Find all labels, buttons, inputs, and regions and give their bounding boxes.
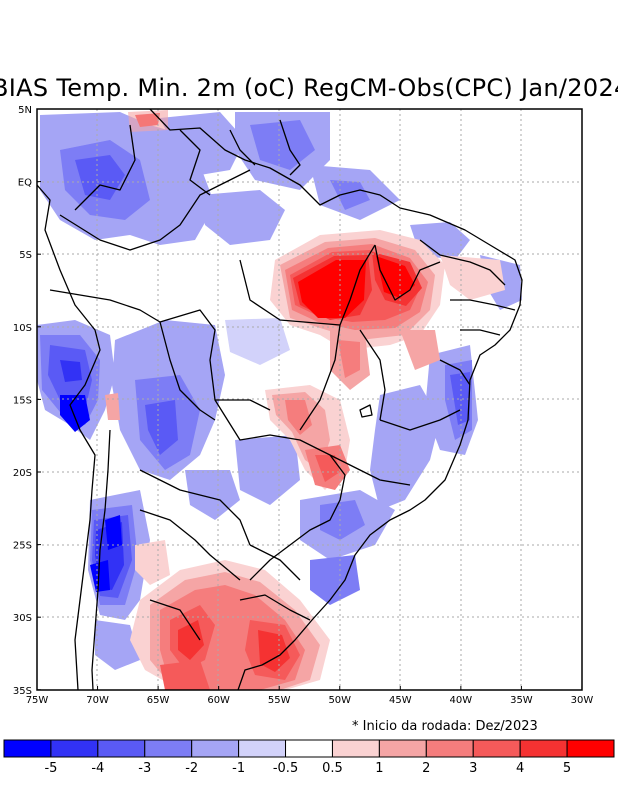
colorbar-label: 3 <box>469 761 477 776</box>
lon-label: 30W <box>571 695 594 706</box>
colorbar-swatch <box>97 739 146 758</box>
country-borders <box>37 109 523 690</box>
colorbar-label: -2 <box>185 761 198 776</box>
lon-label: 40W <box>450 695 473 706</box>
lat-label: 25S <box>13 541 32 552</box>
colorbar-label: -0.5 <box>273 761 298 776</box>
colorbar-label: -3 <box>138 761 151 776</box>
lat-label: 35S <box>13 686 32 697</box>
lon-label: 55W <box>268 695 291 706</box>
lon-label: 50W <box>328 695 351 706</box>
lon-label: 45W <box>389 695 412 706</box>
colorbar-swatch <box>378 739 427 758</box>
lat-label: EQ <box>18 178 32 189</box>
lat-label: 15S <box>13 395 32 406</box>
longitude-labels: 75W 70W 65W 60W 55W 50W 45W 40W 35W 30W <box>26 686 594 706</box>
colorbar: -5 -4 -3 -2 -1 -0.5 0.5 1 2 3 4 5 <box>3 739 615 776</box>
lon-label: 35W <box>510 695 533 706</box>
lat-label: 20S <box>13 468 32 479</box>
colorbar-label: -1 <box>232 761 245 776</box>
colorbar-label: 2 <box>422 761 430 776</box>
lat-label: 10S <box>13 323 32 334</box>
colorbar-label: 5 <box>563 761 571 776</box>
colorbar-swatch <box>519 739 568 758</box>
colorbar-swatch <box>472 739 521 758</box>
lat-label: 5N <box>18 105 32 116</box>
lat-label: 5S <box>19 250 32 261</box>
bias-field <box>37 110 522 690</box>
colorbar-swatch <box>566 739 615 758</box>
colorbar-swatch <box>191 739 240 758</box>
colorbar-swatch <box>425 739 474 758</box>
colorbar-swatch <box>331 739 380 758</box>
colorbar-swatch <box>144 739 193 758</box>
lon-label: 70W <box>86 695 109 706</box>
map-title: BIAS Temp. Min. 2m (oC) RegCM-Obs(CPC) J… <box>0 74 618 102</box>
colorbar-swatch <box>50 739 99 758</box>
colorbar-label: 1 <box>375 761 383 776</box>
colorbar-label: 0.5 <box>322 761 343 776</box>
lon-label: 65W <box>147 695 170 706</box>
colorbar-label: 4 <box>516 761 524 776</box>
colorbar-label: -4 <box>91 761 104 776</box>
colorbar-swatch <box>238 739 287 758</box>
run-start-note: * Inicio da rodada: Dez/2023 <box>352 719 538 734</box>
lon-label: 75W <box>26 695 49 706</box>
lat-label: 30S <box>13 613 32 624</box>
latitude-labels: 5N EQ 5S 10S 15S 20S 25S 30S 35S <box>13 105 41 697</box>
colorbar-swatch <box>3 739 52 758</box>
colorbar-swatch <box>285 739 333 758</box>
lon-label: 60W <box>207 695 230 706</box>
colorbar-label: -5 <box>44 761 57 776</box>
